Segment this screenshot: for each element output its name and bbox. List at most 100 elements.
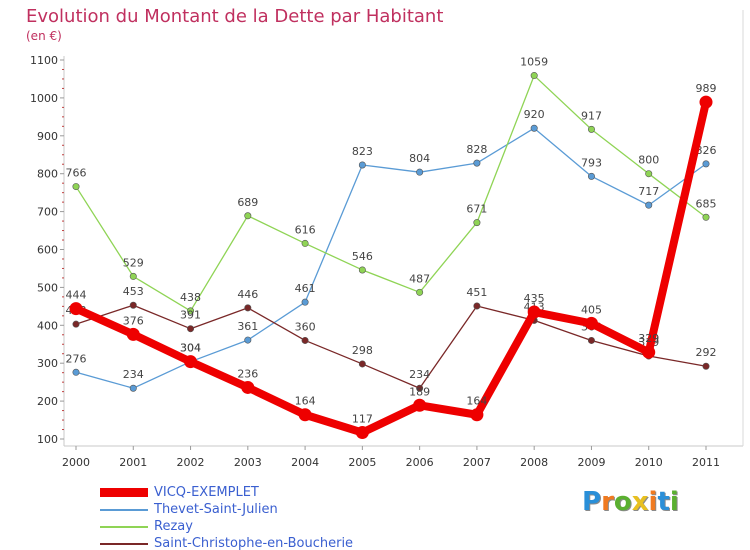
data-label: 329 — [638, 332, 659, 345]
data-label: 826 — [696, 144, 717, 157]
data-label: 304 — [180, 342, 201, 355]
data-point — [129, 272, 137, 280]
data-point — [72, 320, 80, 328]
data-label: 989 — [696, 82, 717, 95]
series-line — [72, 98, 710, 437]
data-label: 164 — [295, 395, 316, 408]
x-tick-label: 2003 — [234, 456, 262, 469]
x-tick-label: 2009 — [577, 456, 605, 469]
y-tick-label: 800 — [37, 168, 58, 181]
data-point — [358, 360, 366, 368]
data-point — [355, 426, 369, 440]
data-point — [72, 368, 80, 376]
data-label: 304 — [180, 342, 201, 355]
series-line — [75, 304, 707, 389]
data-point — [69, 302, 83, 316]
data-label: 376 — [123, 314, 144, 327]
legend-label: Rezay — [154, 519, 193, 534]
data-point — [301, 336, 309, 344]
data-label: 671 — [466, 203, 487, 216]
x-tick-label: 2011 — [692, 456, 720, 469]
data-label: 823 — [352, 145, 373, 158]
data-point — [645, 170, 653, 178]
data-point — [642, 345, 656, 359]
y-tick-label: 900 — [37, 130, 58, 143]
data-label: 391 — [180, 309, 201, 322]
data-label: 117 — [352, 413, 373, 426]
legend-swatch — [100, 525, 148, 528]
data-label: 804 — [409, 152, 430, 165]
logo-letter: P — [582, 487, 602, 517]
data-label: 546 — [352, 250, 373, 263]
legend-label: Thevet-Saint-Julien — [154, 502, 278, 517]
data-point — [645, 201, 653, 209]
data-point — [358, 161, 366, 169]
data-label: 717 — [638, 185, 659, 198]
data-point — [702, 160, 710, 168]
x-tick-label: 2008 — [520, 456, 548, 469]
logo-letter: i — [648, 487, 658, 517]
data-label: 189 — [409, 385, 430, 398]
data-point — [244, 304, 252, 312]
legend-item: VICQ-EXEMPLET — [100, 484, 460, 501]
data-point — [416, 168, 424, 176]
data-label: 360 — [295, 320, 316, 333]
data-point — [473, 302, 481, 310]
data-point — [413, 398, 427, 412]
data-point — [587, 336, 595, 344]
data-point — [416, 288, 424, 296]
data-point — [587, 172, 595, 180]
data-point — [473, 219, 481, 227]
data-label: 1059 — [520, 56, 548, 69]
y-tick-label: 300 — [37, 357, 58, 370]
data-label: 298 — [352, 344, 373, 357]
data-label: 920 — [524, 108, 545, 121]
data-point — [358, 266, 366, 274]
data-point — [527, 305, 541, 319]
y-tick-label: 400 — [37, 319, 58, 332]
logo-letter: t — [657, 487, 670, 517]
data-label: 276 — [66, 352, 87, 365]
legend-swatch — [100, 542, 148, 545]
data-point — [241, 380, 255, 394]
data-label: 793 — [581, 156, 602, 169]
data-point — [187, 307, 195, 315]
y-tick-label: 1000 — [30, 92, 58, 105]
series-line — [75, 74, 707, 312]
logo-letter: o — [613, 487, 632, 517]
data-point — [244, 336, 252, 344]
data-label: 451 — [466, 286, 487, 299]
plot-area: 100 200 300 400 500 600 700 800 900 1000 1100 2000 2… — [30, 10, 744, 469]
data-point — [416, 384, 424, 392]
data-label: 529 — [123, 256, 144, 269]
legend-item: Thevet-Saint-Julien — [100, 501, 460, 518]
data-label: 461 — [295, 282, 316, 295]
data-point — [129, 384, 137, 392]
proxiti-logo: Proxiti — [582, 487, 679, 517]
data-label: 164 — [466, 395, 487, 408]
x-tick-label: 2002 — [177, 456, 205, 469]
data-label: 453 — [123, 285, 144, 298]
data-point — [587, 125, 595, 133]
data-point — [184, 355, 198, 369]
x-tick-label: 2005 — [348, 456, 376, 469]
logo-letter: r — [601, 487, 614, 517]
data-point — [702, 213, 710, 221]
chart-unit: (en €) — [26, 29, 62, 43]
data-label: 766 — [66, 167, 87, 180]
data-point — [187, 325, 195, 333]
data-label: 487 — [409, 272, 430, 285]
data-point — [530, 72, 538, 80]
x-tick-label: 2006 — [406, 456, 434, 469]
y-tick-label: 700 — [37, 206, 58, 219]
data-point — [470, 408, 484, 422]
data-label: 405 — [581, 303, 602, 316]
data-point — [298, 408, 312, 422]
data-label: 292 — [696, 346, 717, 359]
chart-title: Evolution du Montant de la Dette par Hab… — [26, 6, 444, 27]
data-point — [473, 159, 481, 167]
x-tick-label: 2007 — [463, 456, 491, 469]
x-tick-label: 2000 — [62, 456, 90, 469]
data-point — [72, 183, 80, 191]
